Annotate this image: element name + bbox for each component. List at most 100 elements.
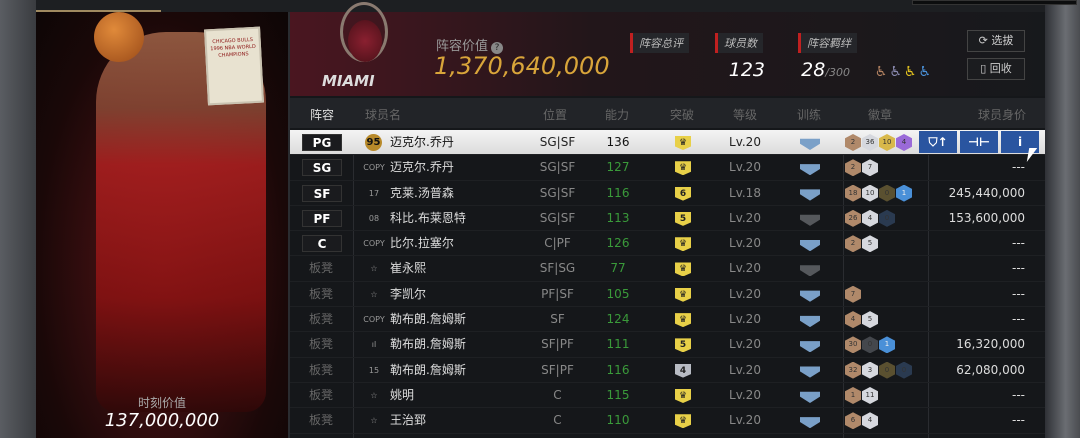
badge-hex: 0 <box>896 361 912 379</box>
breakthrough-icon: ♛ <box>675 136 691 150</box>
players-stat: 球员数 28/300 <box>715 32 850 81</box>
top-tab-bar <box>36 0 1077 12</box>
table-row[interactable]: 板凳 COPY 勒布朗.詹姆斯 SF 124 ♛ Lv.20 4 5 --- <box>290 307 1045 333</box>
table-row[interactable]: 板凳 ☆ 崔永熙 SF|SG 77 ♛ Lv.20 --- <box>290 256 1045 282</box>
select-button[interactable]: ⟳ 选拔 <box>967 30 1025 52</box>
player-position: PF|SF <box>541 286 574 301</box>
col-level[interactable]: 等级 <box>733 108 758 122</box>
player-name[interactable]: 比尔.拉塞尔 <box>390 236 454 251</box>
recycle-button[interactable]: ▯ 回收 <box>967 58 1025 80</box>
badge-list: 30 0 1 <box>845 336 895 354</box>
bond-icon[interactable]: ♿ <box>874 64 888 80</box>
lineup-slot: 板凳 <box>308 261 333 276</box>
table-header: 阵容 球员名 位置 能力 突破 等级 训练 徽章 球员身价 <box>290 98 1045 128</box>
breakthrough-icon: ♛ <box>675 287 691 302</box>
table-row[interactable]: PF 08 科比.布莱恩特 SG|SF 113 5 Lv.20 26 4 0 153,600,000 <box>290 206 1045 232</box>
player-name[interactable]: 王治郅 <box>390 413 427 428</box>
player-position: C|PF <box>544 236 571 251</box>
player-type-icon: 17 <box>368 188 380 198</box>
breakthrough-icon: 5 <box>675 211 691 226</box>
col-position[interactable]: 位置 <box>543 108 568 122</box>
player-name[interactable]: 迈克尔.乔丹 <box>390 160 454 175</box>
bond-icon[interactable]: ♿ <box>889 64 902 80</box>
player-level: Lv.20 <box>729 387 761 402</box>
player-type-icon: 95 <box>365 134 382 151</box>
basketball-image <box>94 12 144 62</box>
divider <box>843 130 844 438</box>
col-breakthrough[interactable]: 突破 <box>670 108 695 122</box>
col-badges[interactable]: 徽章 <box>868 108 893 122</box>
badge-hex: 0 <box>862 336 878 354</box>
player-value: --- <box>1012 236 1025 251</box>
training-shield-icon <box>800 315 820 328</box>
player-level: Lv.20 <box>729 337 761 352</box>
player-position: SG|SF <box>539 210 576 225</box>
col-value[interactable]: 球员身价 <box>978 108 1027 122</box>
table-row[interactable]: SF 17 克莱.汤普森 SG|SF 116 6 Lv.18 18 10 0 1 245,440,00… <box>290 181 1045 206</box>
col-lineup[interactable]: 阵容 <box>310 108 335 122</box>
player-name[interactable]: 勒布朗.詹姆斯 <box>390 312 466 327</box>
upgrade-button[interactable]: ⛉↑ <box>919 131 957 153</box>
player-name[interactable]: 克莱.汤普森 <box>390 185 454 200</box>
badge-hex: 6 <box>845 412 861 430</box>
moment-value-label: 时刻价值 <box>137 396 186 410</box>
breakthrough-icon: ♛ <box>675 161 691 176</box>
info-button[interactable]: i <box>1001 131 1039 153</box>
col-training[interactable]: 训练 <box>797 108 822 122</box>
lineup-slot: SG <box>302 159 342 177</box>
player-name[interactable]: 崔永熙 <box>390 261 427 276</box>
player-type-icon: ☆ <box>370 264 378 274</box>
bond-icon[interactable]: ♿ <box>903 64 917 80</box>
player-position: SG|SF <box>539 135 576 149</box>
training-shield-icon <box>800 164 820 176</box>
lineup-slot: 板凳 <box>308 286 333 301</box>
table-row[interactable]: 板凳 ☆ 王治郅 C 110 ♛ Lv.20 6 4 --- <box>290 408 1045 434</box>
player-ability: 124 <box>606 312 630 327</box>
col-name[interactable]: 球员名 <box>365 108 402 122</box>
player-name[interactable]: 姚明 <box>390 387 415 402</box>
badge-hex: 30 <box>845 336 861 354</box>
bond-icon[interactable]: ♿ <box>918 64 931 80</box>
table-row[interactable]: 板凳 ☆ 李凯尔 PF|SF 105 ♛ Lv.20 7 --- <box>290 282 1045 308</box>
player-name[interactable]: 迈克尔.乔丹 <box>390 135 454 149</box>
help-icon[interactable]: ? <box>491 42 504 54</box>
training-button[interactable]: ⊣⊢ <box>960 131 998 153</box>
training-shield-icon <box>800 366 820 378</box>
badge-hex: 2 <box>845 235 861 253</box>
player-table: PG 95 迈克尔.乔丹 SG|SF 136 ♛ Lv.20 2 36 10 4 ⛉↑ ⊣⊢ i SG COP… <box>290 130 1045 434</box>
player-name[interactable]: 勒布朗.詹姆斯 <box>390 337 466 352</box>
col-ability[interactable]: 能力 <box>605 108 630 122</box>
table-row[interactable]: C COPY 比尔.拉塞尔 C|PF 126 ♛ Lv.20 2 5 --- <box>290 231 1045 257</box>
player-level: Lv.20 <box>729 135 761 149</box>
rating-stat: 阵容总评 123 <box>630 32 765 81</box>
top-button[interactable] <box>912 0 1077 5</box>
badge-hex: 4 <box>862 209 878 227</box>
table-row[interactable]: 板凳 ☆ 姚明 C 115 ♛ Lv.20 1 11 --- <box>290 383 1045 409</box>
breakthrough-icon: 6 <box>675 186 691 201</box>
breakthrough-icon: 4 <box>675 363 691 378</box>
lineup-slot: 板凳 <box>308 362 333 377</box>
background-right <box>1044 0 1080 438</box>
lineup-slot: PG <box>302 134 342 151</box>
player-name[interactable]: 勒布朗.詹姆斯 <box>390 362 466 377</box>
table-row[interactable]: 板凳 ıl 勒布朗.詹姆斯 SF|PF 111 5 Lv.20 30 0 1 16,320,000 <box>290 332 1045 358</box>
badge-hex: 2 <box>845 159 861 177</box>
table-row[interactable]: SG COPY 迈克尔.乔丹 SG|SF 127 ♛ Lv.20 2 7 --- <box>290 155 1045 181</box>
badge-hex: 7 <box>862 159 878 177</box>
player-ability: 136 <box>606 135 630 149</box>
player-name[interactable]: 科比.布莱恩特 <box>390 210 466 225</box>
player-position: SF <box>550 312 565 327</box>
table-row[interactable]: 板凳 15 勒布朗.詹姆斯 SF|PF 116 4 Lv.20 32 3 0 0 62,080,000 <box>290 358 1045 383</box>
badge-hex: 3 <box>862 361 878 379</box>
player-name[interactable]: 李凯尔 <box>390 286 427 301</box>
training-shield-icon <box>800 138 820 150</box>
player-ability: 116 <box>606 362 630 377</box>
player-level: Lv.20 <box>729 210 761 225</box>
table-row[interactable]: PG 95 迈克尔.乔丹 SG|SF 136 ♛ Lv.20 2 36 10 4 ⛉↑ ⊣⊢ i <box>290 130 1045 156</box>
breakthrough-icon: ♛ <box>675 414 691 429</box>
breakthrough-icon: 5 <box>675 338 691 353</box>
tab-active[interactable] <box>36 0 161 12</box>
training-shield-icon <box>800 265 820 277</box>
